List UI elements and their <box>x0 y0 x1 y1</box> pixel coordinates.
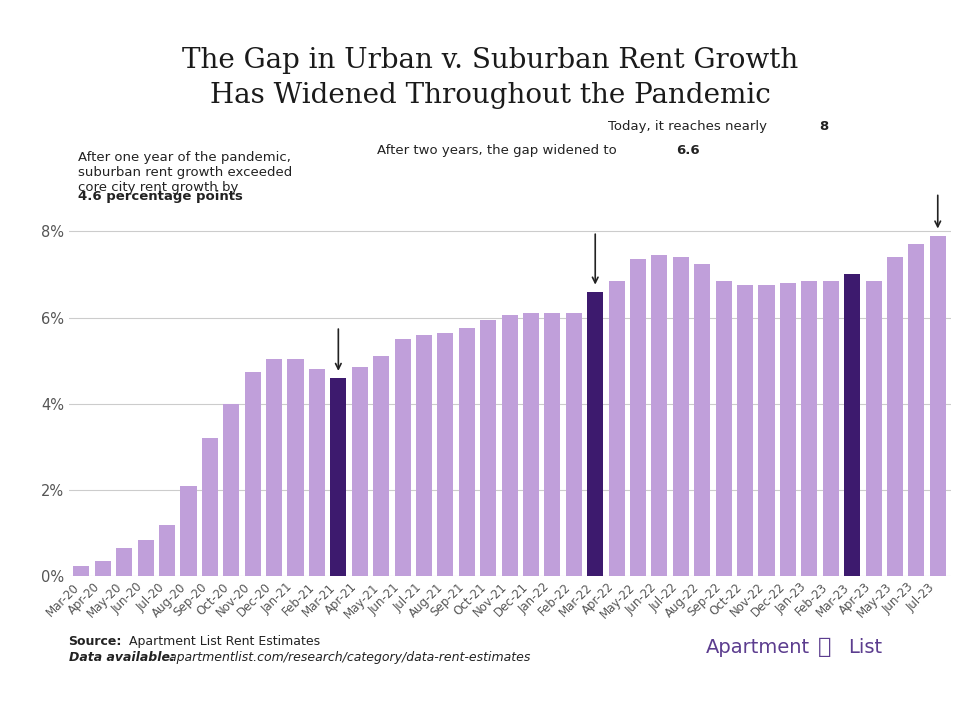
Bar <box>180 486 197 576</box>
Bar <box>95 562 111 576</box>
Bar <box>267 359 282 576</box>
Bar <box>715 281 732 576</box>
Bar <box>587 292 604 576</box>
Bar <box>373 356 389 576</box>
Bar <box>480 320 496 576</box>
Text: After one year of the pandemic,
suburban rent growth exceeded
core city rent gro: After one year of the pandemic, suburban… <box>78 151 293 194</box>
Text: After two years, the gap widened to: After two years, the gap widened to <box>377 144 621 157</box>
Bar <box>223 404 239 576</box>
Bar <box>930 236 946 576</box>
Bar <box>694 264 710 576</box>
Text: Has Widened Throughout the Pandemic: Has Widened Throughout the Pandemic <box>210 82 770 109</box>
Bar <box>330 378 346 576</box>
Text: Apartment: Apartment <box>706 638 809 657</box>
Bar <box>609 281 624 576</box>
Bar <box>309 369 325 576</box>
Bar <box>202 439 218 576</box>
Bar <box>159 524 175 576</box>
Text: 6.6: 6.6 <box>676 144 700 157</box>
Bar <box>908 245 924 576</box>
Bar <box>523 314 539 576</box>
Bar <box>437 333 454 576</box>
Bar <box>759 285 774 576</box>
Bar <box>74 566 89 576</box>
Text: Apartment List Rent Estimates: Apartment List Rent Estimates <box>125 636 320 648</box>
Bar <box>565 314 582 576</box>
Bar <box>117 548 132 576</box>
Text: Source:: Source: <box>69 636 122 648</box>
Text: The Gap in Urban v. Suburban Rent Growth: The Gap in Urban v. Suburban Rent Growth <box>182 47 798 74</box>
Bar <box>652 255 667 576</box>
Bar <box>737 285 753 576</box>
Text: 4.6 percentage points: 4.6 percentage points <box>78 190 243 202</box>
Bar <box>137 540 154 576</box>
Bar <box>673 257 689 576</box>
Bar <box>459 328 475 576</box>
Bar <box>287 359 304 576</box>
Text: apartmentlist.com/research/category/data-rent-estimates: apartmentlist.com/research/category/data… <box>165 652 530 664</box>
Bar <box>544 314 561 576</box>
Bar <box>822 281 839 576</box>
Bar <box>780 283 796 576</box>
Bar <box>352 367 368 576</box>
Bar <box>416 335 432 576</box>
Text: List: List <box>848 638 882 657</box>
Bar <box>395 339 411 576</box>
Text: Data available:: Data available: <box>69 652 174 664</box>
Bar <box>887 257 903 576</box>
Text: Today, it reaches nearly: Today, it reaches nearly <box>608 120 771 132</box>
Bar <box>502 316 517 576</box>
Text: 8: 8 <box>819 120 828 132</box>
Bar <box>245 372 261 576</box>
Text: ⦾: ⦾ <box>818 638 832 657</box>
Bar <box>802 281 817 576</box>
Bar <box>844 274 860 576</box>
Bar <box>865 281 882 576</box>
Bar <box>630 259 646 576</box>
